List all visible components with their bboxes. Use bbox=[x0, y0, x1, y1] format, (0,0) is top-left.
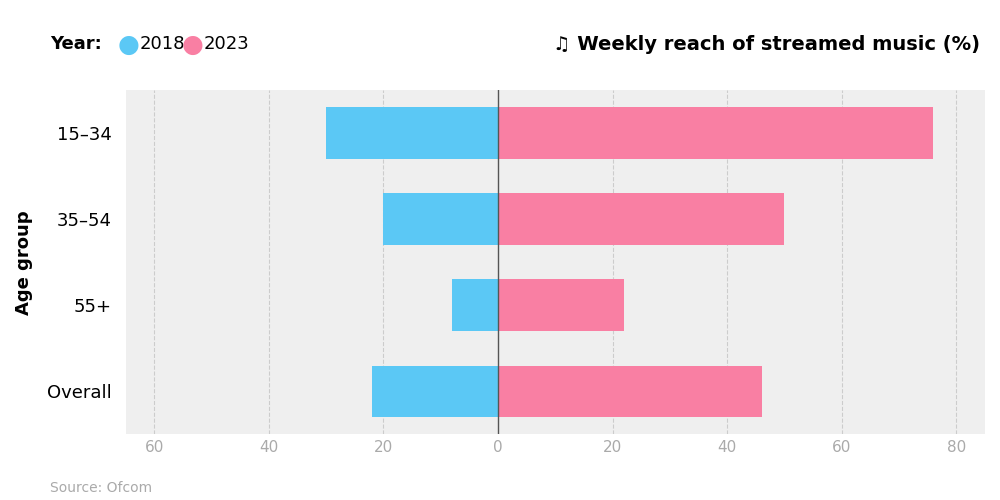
Text: ●: ● bbox=[182, 32, 204, 56]
Bar bbox=[383, 194, 498, 245]
Y-axis label: Age group: Age group bbox=[15, 210, 33, 314]
Text: 2018: 2018 bbox=[140, 35, 186, 53]
Text: 2023: 2023 bbox=[204, 35, 250, 53]
Text: Year:: Year: bbox=[50, 35, 102, 53]
Bar bbox=[498, 280, 624, 331]
Bar bbox=[498, 194, 784, 245]
Bar bbox=[126, 176, 985, 262]
Text: Source: Ofcom: Source: Ofcom bbox=[50, 481, 152, 495]
Bar bbox=[452, 280, 498, 331]
Text: ♫ Weekly reach of streamed music (%): ♫ Weekly reach of streamed music (%) bbox=[553, 35, 980, 54]
Bar bbox=[126, 348, 985, 434]
Bar bbox=[498, 107, 933, 159]
Bar bbox=[126, 262, 985, 348]
Bar bbox=[372, 366, 498, 417]
Text: ●: ● bbox=[118, 32, 140, 56]
Bar bbox=[126, 90, 985, 176]
Bar bbox=[326, 107, 498, 159]
Bar bbox=[498, 366, 762, 417]
